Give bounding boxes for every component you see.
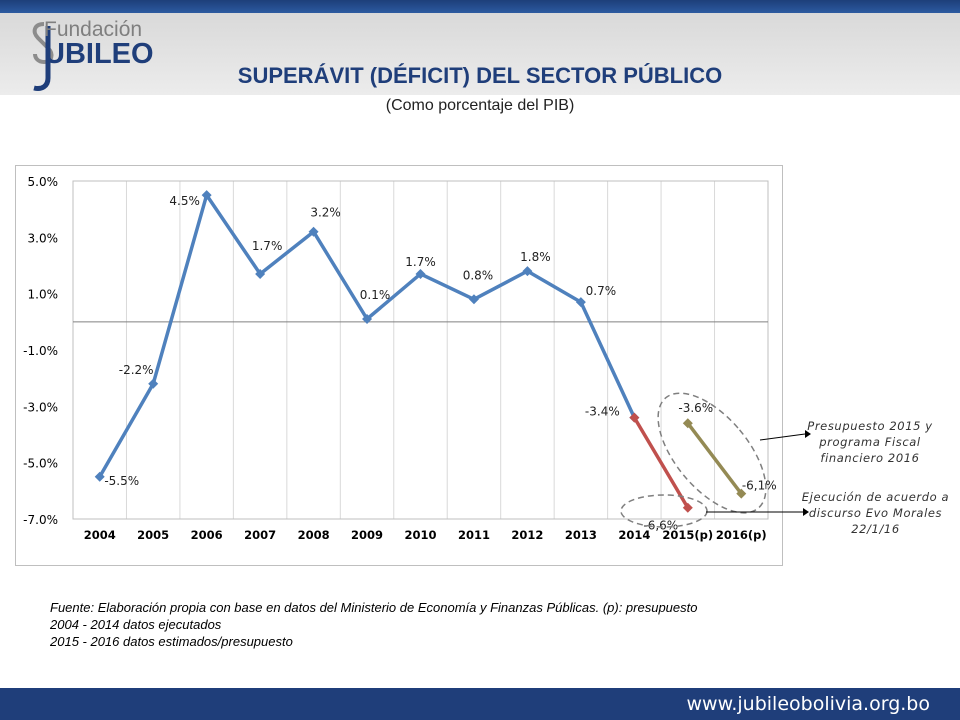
- data-label: 0.1%: [360, 288, 391, 302]
- data-label: 1.7%: [252, 239, 283, 253]
- data-point-marker: [362, 314, 373, 325]
- execution-annotation-line1: Ejecución de acuerdo a: [801, 490, 950, 504]
- y-tick-label: 5.0%: [28, 175, 59, 189]
- data-label: 3.2%: [310, 206, 341, 220]
- data-label: -2.2%: [119, 363, 154, 377]
- data-label: -3.6%: [678, 401, 713, 415]
- budget-annotation-line3: financiero 2016: [820, 451, 920, 465]
- source-note: Fuente: Elaboración propia con base en d…: [50, 599, 697, 650]
- x-tick-label: 2007: [244, 528, 276, 542]
- plot-area-border: [72, 180, 769, 520]
- budget-annotation-line1: Presupuesto 2015 y: [807, 419, 933, 433]
- data-point-marker: [308, 226, 319, 237]
- data-label: -6,6%: [643, 519, 678, 533]
- x-tick-label: 2009: [351, 528, 383, 542]
- x-tick-label: 2004: [84, 528, 116, 542]
- top-bar: [0, 0, 960, 13]
- x-tick-label: 2005: [137, 528, 169, 542]
- source-line3: 2015 - 2016 datos estimados/presupuesto: [50, 634, 293, 649]
- data-point-marker: [575, 297, 586, 308]
- chart-frame: 5.0% 3.0% 1.0% -1.0% -3.0% -5.0% -7.0% 2004 2005…: [15, 165, 783, 566]
- footer-bar: www.jubileobolivia.org.bo: [0, 688, 960, 720]
- x-tick-label: 2010: [404, 528, 436, 542]
- data-point-marker: [255, 268, 266, 279]
- data-point-marker: [522, 266, 533, 277]
- data-label: 1.8%: [520, 250, 551, 264]
- data-label: -5.5%: [104, 474, 139, 488]
- budget-annotation-line2: programa Fiscal: [819, 435, 921, 449]
- data-point-marker: [201, 190, 212, 201]
- data-point-marker: [468, 294, 479, 305]
- footer-url-link[interactable]: www.jubileobolivia.org.bo: [686, 693, 930, 715]
- data-point-marker: [629, 412, 640, 423]
- data-point-marker: [148, 378, 159, 389]
- data-label: 1.7%: [405, 255, 436, 269]
- page-title: SUPERÁVIT (DÉFICIT) DEL SECTOR PÚBLICO: [237, 63, 723, 88]
- x-tick-label: 2008: [298, 528, 330, 542]
- data-label: -6,1%: [742, 479, 777, 493]
- x-tick-label: 2016(p): [716, 528, 767, 542]
- data-label: 4.5%: [169, 194, 200, 208]
- data-label: 0.8%: [463, 268, 494, 282]
- x-tick-label: 2006: [191, 528, 223, 542]
- data-label: -3.4%: [585, 405, 620, 419]
- y-tick-label: 3.0%: [28, 231, 59, 245]
- logo-text-fundacion: Fundación: [44, 18, 143, 41]
- source-line1: Fuente: Elaboración propia con base en d…: [50, 600, 698, 615]
- line-chart: 5.0% 3.0% 1.0% -1.0% -3.0% -5.0% -7.0% 2004 2005…: [23, 175, 777, 542]
- execution-annotation: Ejecución de acuerdo a discurso Evo Mora…: [793, 489, 958, 537]
- header-band: [0, 13, 960, 95]
- fundacion-jubileo-logo: [32, 22, 54, 91]
- x-tick-label: 2012: [511, 528, 543, 542]
- execution-annotation-line2: discurso Evo Morales: [808, 506, 943, 520]
- y-tick-label: -7.0%: [23, 513, 58, 527]
- page-subtitle: (Como porcentaje del PIB): [385, 97, 575, 114]
- y-tick-label: 1.0%: [28, 288, 59, 302]
- x-tick-label: 2011: [458, 528, 490, 542]
- y-tick-label: -3.0%: [23, 400, 58, 414]
- data-label: 0.7%: [586, 284, 617, 298]
- data-point-marker: [94, 471, 105, 482]
- y-tick-label: -1.0%: [23, 344, 58, 358]
- execution-annotation-line3: 22/1/16: [851, 522, 900, 536]
- budget-annotation: Presupuesto 2015 y programa Fiscal finan…: [790, 418, 950, 466]
- logo-text-jubileo: UBILEO: [44, 38, 154, 70]
- data-point-marker: [415, 268, 426, 279]
- source-line2: 2004 - 2014 datos ejecutados: [50, 617, 222, 632]
- x-tick-label: 2014: [618, 528, 650, 542]
- x-tick-label: 2015(p): [662, 528, 713, 542]
- y-tick-label: -5.0%: [23, 457, 58, 471]
- x-tick-label: 2013: [565, 528, 597, 542]
